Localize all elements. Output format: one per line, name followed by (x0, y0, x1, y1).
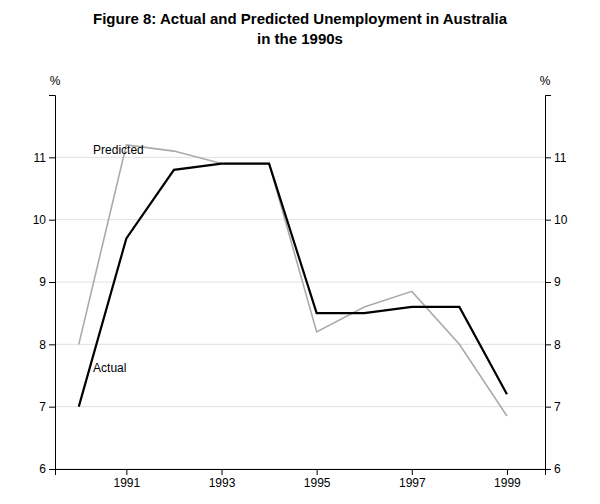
tick: 8 (545, 338, 561, 352)
y2-axis: 6 7 8 9 10 11 (545, 96, 568, 477)
subtitle: in the 1990s (257, 30, 343, 47)
tick: 7 (545, 400, 561, 414)
axis-line (546, 96, 552, 470)
tick: 1997 (399, 469, 426, 490)
tick-mark (317, 469, 318, 475)
tick-label: 7 (39, 400, 46, 414)
y-axis: 6 7 8 9 10 11 (33, 96, 56, 477)
grid (55, 157, 545, 469)
tick-mark (545, 220, 551, 221)
tick: 9 (545, 275, 561, 289)
tick-label: 7 (554, 400, 561, 414)
tick: 1993 (209, 469, 236, 490)
tick: 10 (33, 213, 55, 227)
tick-mark (222, 469, 223, 475)
tick-mark (545, 344, 551, 345)
tick-label: 1991 (114, 476, 141, 490)
tick-label: 6 (554, 462, 561, 476)
tick: 1999 (494, 469, 521, 490)
tick-mark (49, 282, 55, 283)
tick-mark (545, 282, 551, 283)
grid-line (55, 344, 545, 345)
plot-area (79, 145, 507, 416)
tick-mark (49, 220, 55, 221)
tick-label: 10 (33, 213, 47, 227)
tick: 10 (545, 213, 568, 227)
y2-axis-label: % (540, 74, 551, 88)
title: Figure 8: Actual and Predicted Unemploym… (93, 10, 508, 27)
series-line (79, 164, 507, 407)
tick: 6 (545, 462, 561, 476)
tick-label: 1993 (209, 476, 236, 490)
x-axis: 1991 1993 1995 1997 1999 (56, 469, 546, 490)
tick-label: 9 (554, 275, 561, 289)
tick: 8 (39, 338, 55, 352)
tick-mark (545, 469, 551, 470)
tick: 1995 (304, 469, 331, 490)
grid-line (55, 282, 545, 283)
tick: 6 (39, 462, 55, 476)
tick-mark (507, 469, 508, 475)
tick-label: 8 (39, 338, 46, 352)
tick-mark (49, 469, 55, 470)
tick: 1991 (114, 469, 141, 490)
chart: Figure 8: Actual and Predicted Unemploym… (0, 0, 600, 504)
axis-line (56, 470, 546, 476)
annotation: Predicted (93, 143, 144, 157)
y-axis-label: % (50, 74, 61, 88)
tick-mark (49, 157, 55, 158)
tick-label: 11 (554, 151, 567, 165)
tick: 11 (545, 151, 567, 165)
tick-label: 11 (34, 151, 47, 165)
grid-line (55, 406, 545, 407)
tick-mark (545, 407, 551, 408)
tick-mark (412, 469, 413, 475)
tick-mark (126, 469, 127, 475)
tick-label: 8 (554, 338, 561, 352)
tick-label: 1999 (494, 476, 521, 490)
tick: 9 (39, 275, 55, 289)
tick-label: 1995 (304, 476, 331, 490)
grid-line (55, 219, 545, 220)
tick: 7 (39, 400, 55, 414)
tick-mark (545, 157, 551, 158)
axis-line (49, 96, 56, 470)
tick-label: 6 (39, 462, 46, 476)
series-line (79, 145, 507, 416)
tick-label: 1997 (399, 476, 426, 490)
annotation: Actual (93, 361, 126, 375)
tick-label: 9 (39, 275, 46, 289)
tick-label: 10 (554, 213, 568, 227)
tick-mark (49, 407, 55, 408)
tick: 11 (34, 151, 55, 165)
tick-mark (49, 344, 55, 345)
annotations: Predicted Actual (93, 143, 144, 375)
